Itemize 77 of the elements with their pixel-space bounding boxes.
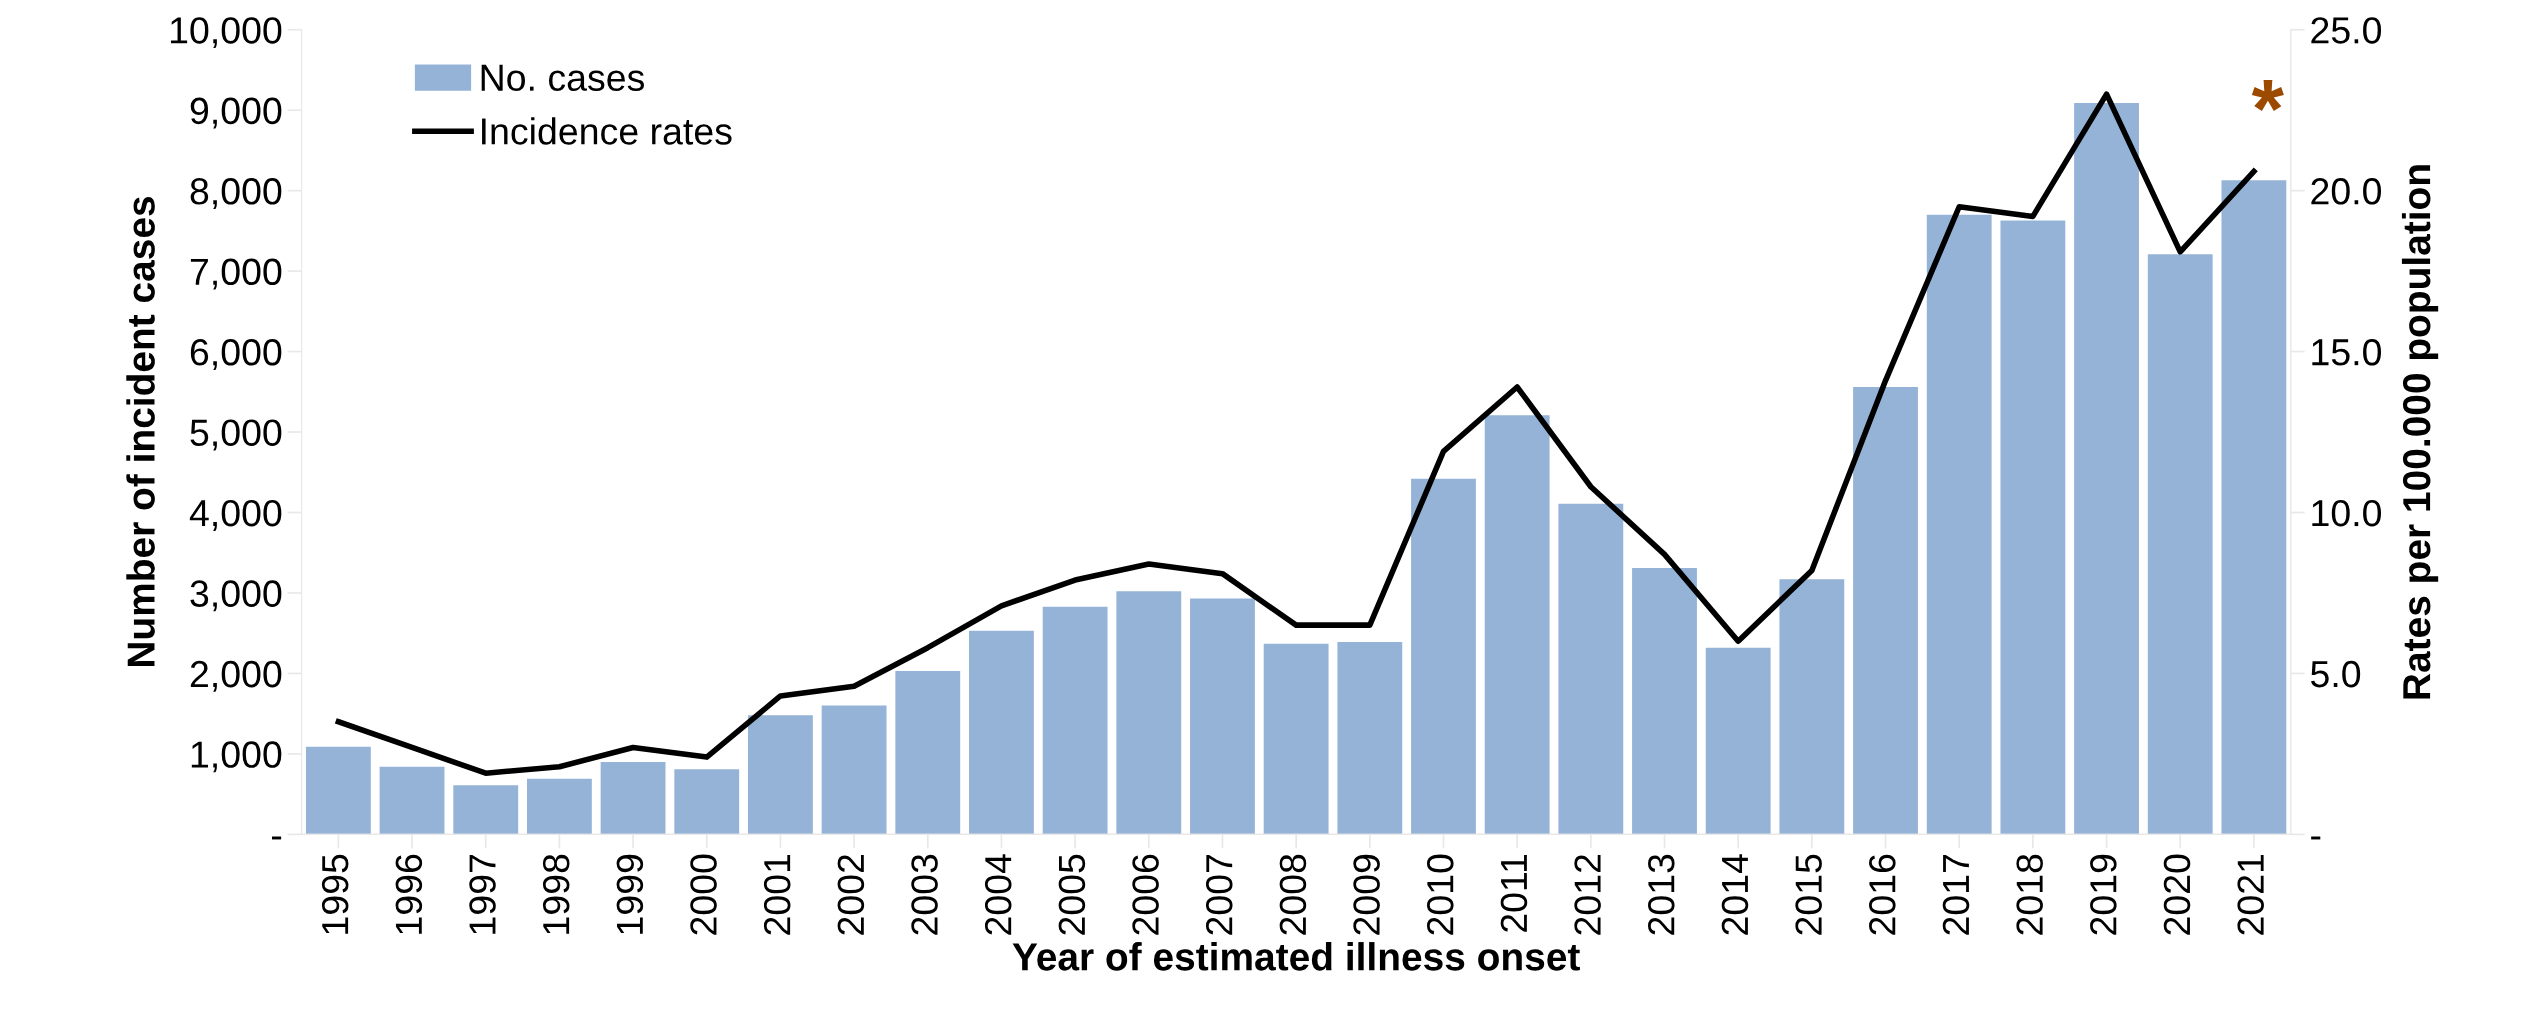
x-tick-label: 2015 [1795, 854, 1822, 935]
bar [600, 761, 666, 835]
x-tick-label: 2010 [1427, 854, 1454, 935]
x-tick-label: 1997 [469, 854, 496, 934]
bar [1926, 214, 1992, 835]
y-tick-label: 2,000 [190, 660, 282, 692]
bar [748, 715, 813, 835]
x-tick-label: 2017 [1942, 854, 1970, 935]
y-tick-label: 1,000 [191, 741, 282, 773]
x-tick-label: 2006 [1132, 854, 1159, 935]
x-tick-label: 2012 [1574, 854, 1601, 935]
x-tick-label: 2016 [1869, 854, 1896, 935]
y-tick-label: 9,000 [190, 97, 282, 129]
x-tick-label: 1999 [616, 854, 644, 934]
y2-tick-label: 25.0 [2311, 17, 2381, 44]
bar [379, 766, 445, 835]
y-axis-title: Number of incident cases [126, 196, 155, 667]
x-tick-label: 2002 [837, 854, 865, 935]
y-tick-label: 7,000 [190, 258, 282, 290]
x-tick-label: 2003 [911, 854, 938, 935]
bar [526, 778, 592, 835]
x-tick-label: 2020 [2163, 854, 2191, 935]
x-tick-label: 1995 [321, 854, 349, 934]
x-tick-label: 2013 [1648, 854, 1675, 935]
y2-tick-label: 5.0 [2310, 660, 2361, 688]
bar [1263, 643, 1329, 835]
bar [2147, 254, 2213, 835]
y2-axis-title: Rates per 100.000 population [2401, 165, 2439, 699]
annotation: * [2251, 80, 2284, 112]
bar [1411, 478, 1476, 835]
legend-label: No. cases [481, 64, 644, 92]
x-tick-label: 1996 [395, 854, 423, 934]
bar [1632, 568, 1697, 835]
y-tick-label: 10,000 [170, 17, 282, 49]
bar [1042, 606, 1108, 835]
bar [821, 705, 887, 835]
bar [1779, 579, 1845, 835]
x-tick-label: 2001 [763, 854, 791, 935]
y2-tick-label: 10.0 [2312, 499, 2381, 527]
x-tick-label: 2021 [2237, 854, 2264, 935]
x-tick-label: 2009 [1353, 854, 1380, 935]
x-tick-label: 2014 [1721, 854, 1749, 935]
x-tick-label: 2007 [1205, 854, 1233, 935]
bar [674, 769, 740, 835]
bar [1705, 647, 1771, 835]
y-tick-label: 3,000 [190, 580, 282, 612]
x-tick-label: 2011 [1500, 854, 1528, 932]
bar [969, 630, 1034, 835]
bar [2074, 102, 2139, 835]
bar [2000, 220, 2066, 835]
bar [1337, 642, 1403, 835]
y-tick-label: 4,000 [189, 499, 282, 531]
legend-label: Incidence rates [482, 117, 732, 145]
bar [1558, 503, 1624, 835]
bar [1116, 591, 1182, 835]
y-tick-label: 8,000 [190, 178, 282, 210]
bar [1190, 598, 1255, 835]
bar [1853, 386, 1918, 835]
x-tick-label: 2018 [2016, 854, 2043, 935]
x-tick-label: 2004 [984, 854, 1012, 935]
bar [453, 785, 519, 835]
x-tick-label: 2008 [1279, 854, 1307, 935]
y-tick-label: 5,000 [190, 419, 282, 451]
y2-tick-label: 20.0 [2311, 178, 2381, 205]
bar [305, 746, 371, 835]
x-tick-label: 1998 [542, 854, 570, 934]
x-tick-label: 2000 [690, 854, 717, 935]
x-tick-label: 2019 [2090, 854, 2117, 935]
y-tick-label: - [271, 836, 282, 840]
bar [1484, 415, 1550, 835]
y2-tick-label: - [2311, 836, 2321, 840]
bar [895, 671, 961, 835]
x-axis-title: Year of estimated illness onset [1012, 942, 1580, 971]
y2-tick-label: 15.0 [2312, 338, 2381, 366]
x-tick-label: 2005 [1058, 854, 1086, 935]
bar [2221, 180, 2287, 835]
y-tick-label: 6,000 [190, 338, 282, 370]
